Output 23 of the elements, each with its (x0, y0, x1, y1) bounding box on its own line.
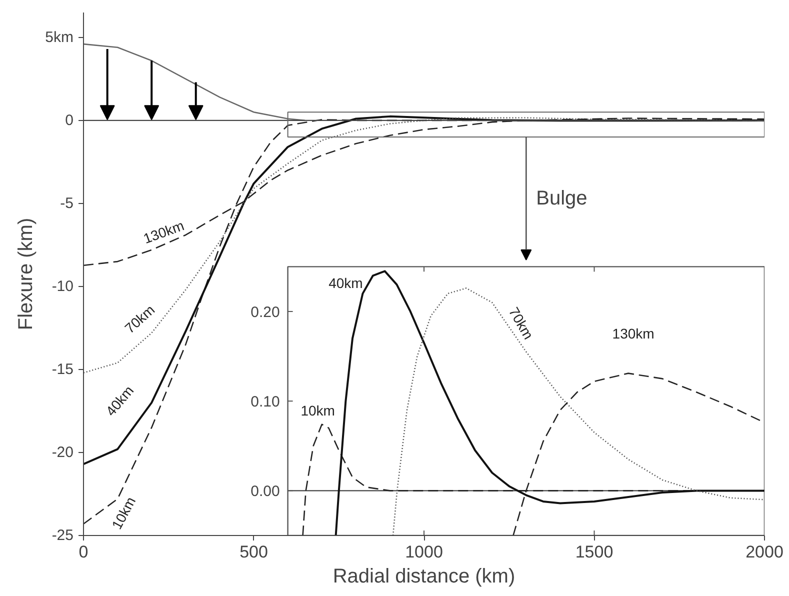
x-tick-label: 500 (240, 542, 268, 562)
x-tick-label: 1000 (405, 542, 443, 562)
x-tick-label: 2000 (746, 542, 784, 562)
y-tick-label: -15 (52, 360, 74, 378)
y-tick-label: -5 (60, 194, 74, 212)
y-tick-label: 0.00 (250, 483, 280, 500)
y-tick-label: 0.10 (250, 394, 280, 411)
text: 130km (612, 325, 654, 342)
y-tick-label: -20 (52, 444, 74, 461)
text: 130km (141, 217, 186, 247)
text: 10km (108, 494, 139, 532)
y-axis-title: Flexure (km) (15, 218, 38, 330)
series-label: 10km (300, 402, 335, 418)
y-tick-label: 0 (65, 112, 74, 129)
y-tick-label: -10 (52, 278, 74, 295)
x-tick-label: 1500 (575, 542, 614, 562)
annotation: Bulge (536, 187, 588, 210)
y-tick-label: 5km (45, 28, 74, 46)
x-axis-title: Radial distance (km) (332, 566, 516, 588)
y-tick-label: 0.20 (250, 304, 280, 321)
x-tick-label: 0 (78, 542, 88, 562)
series-label: 40km (328, 275, 363, 292)
y-tick-label: -25 (52, 527, 74, 544)
